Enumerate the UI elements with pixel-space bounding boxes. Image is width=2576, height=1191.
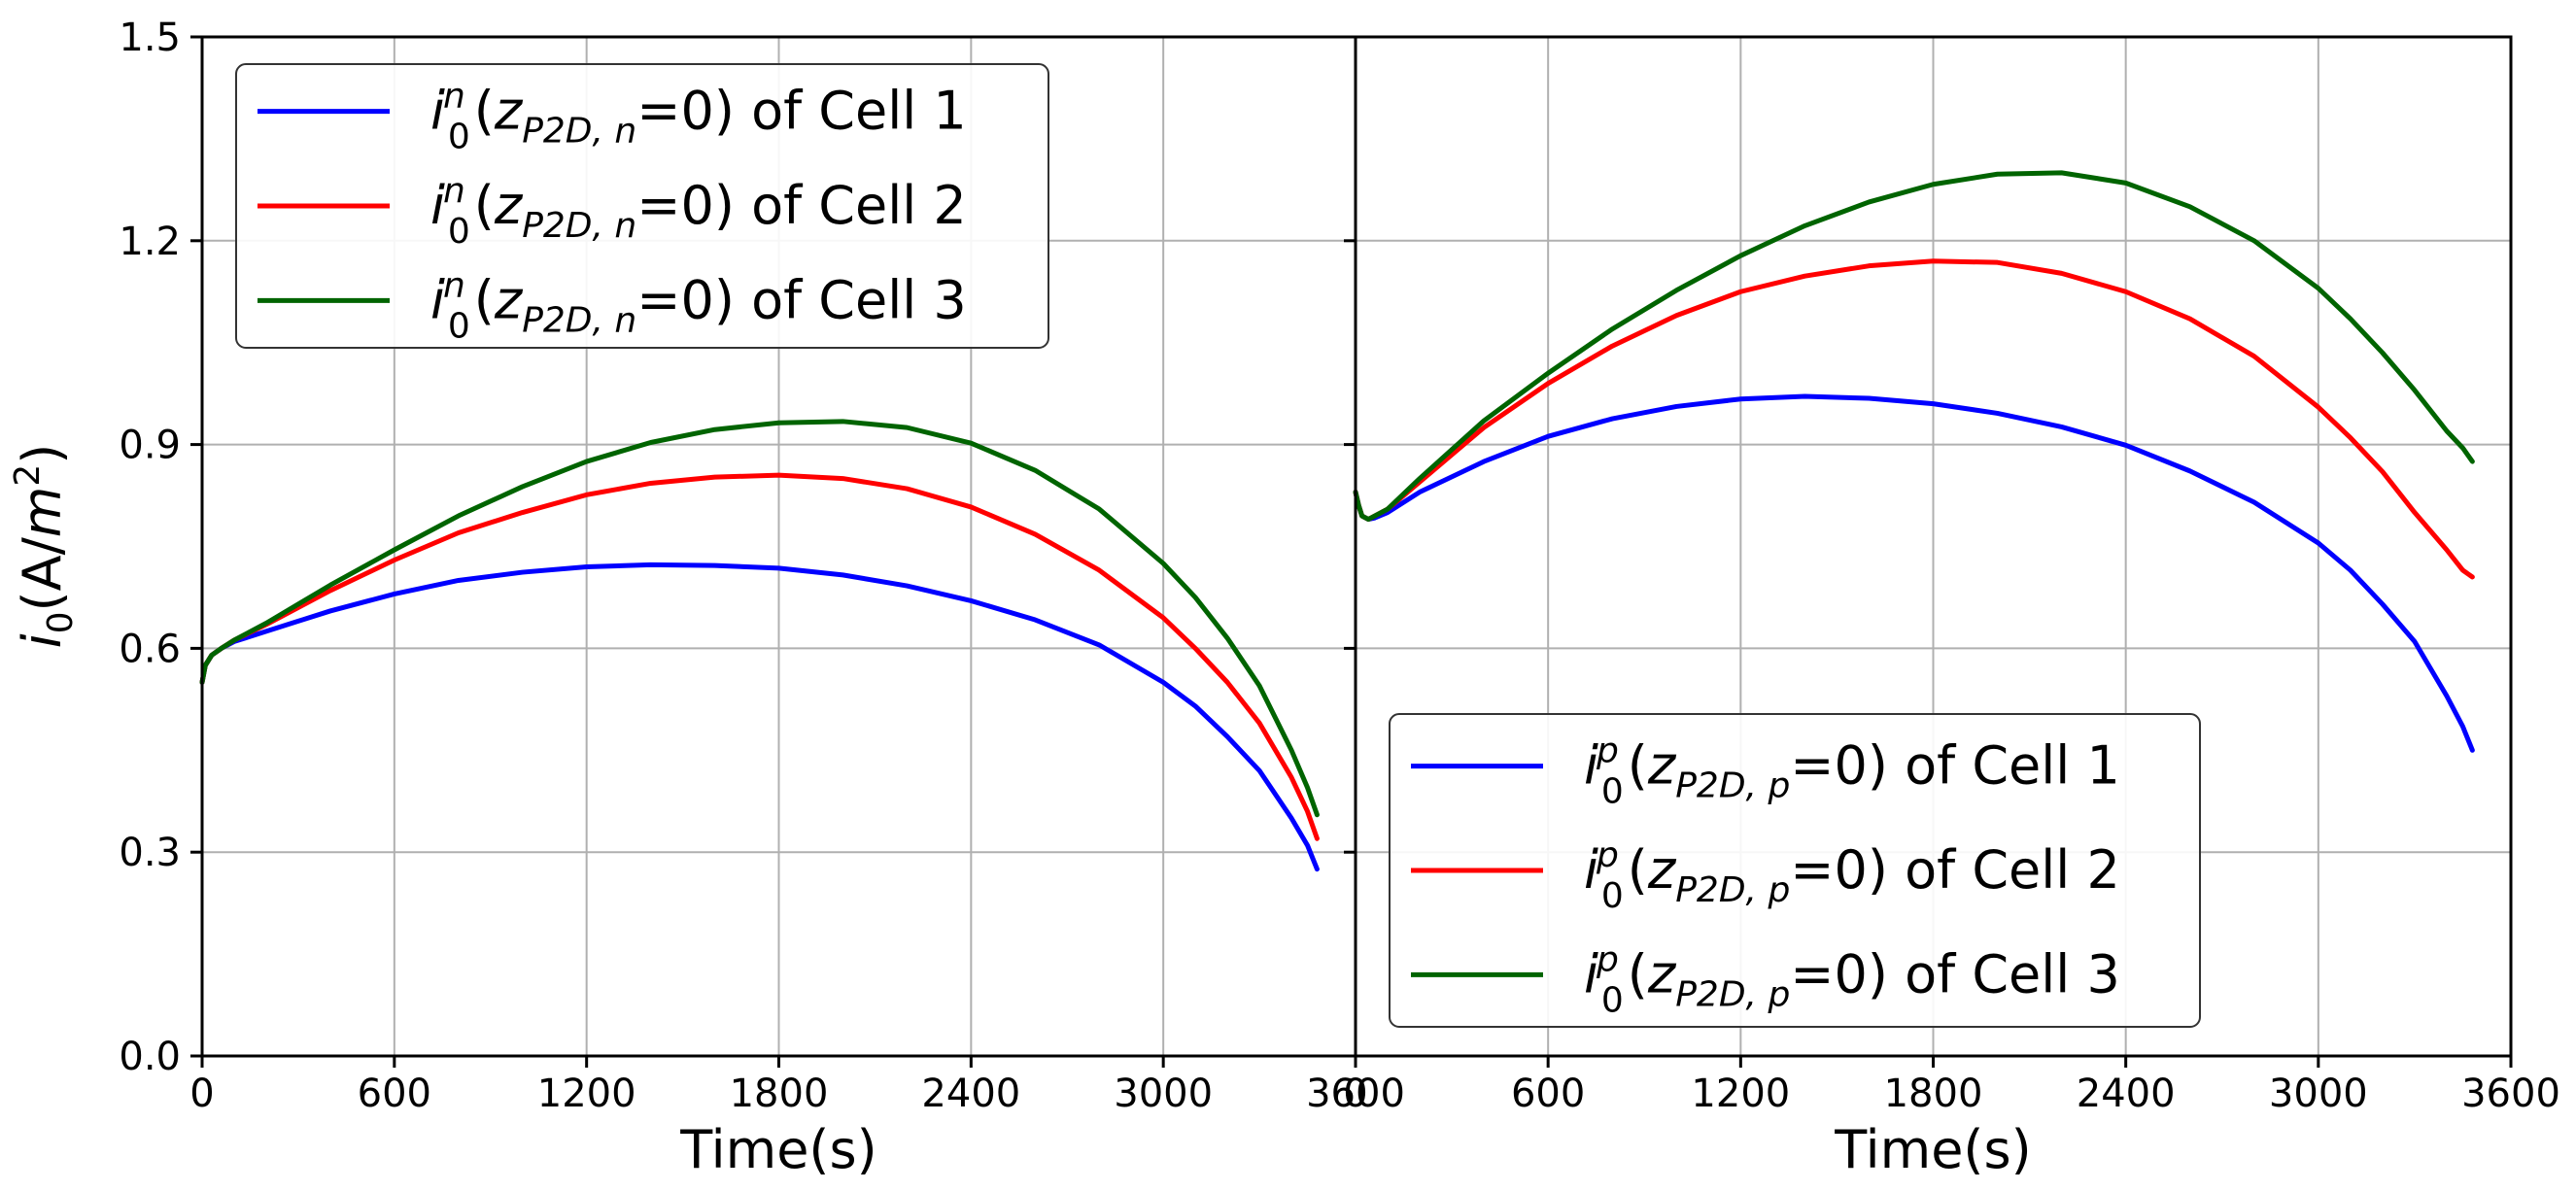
legend: in 0(zP2D, n=0) of Cell 1in 0(zP2D, n=0) o… xyxy=(236,64,1048,348)
y-tick-label: 1.5 xyxy=(119,16,181,60)
x-tick-label: 600 xyxy=(358,1072,431,1116)
figure: 0 600 1200 1800 2400 3000 3600 Time(s) 0.0 0.3 0.6… xyxy=(0,0,2576,1191)
x-tick-label: 1800 xyxy=(730,1072,829,1116)
x-tick-label: 0 xyxy=(1343,1072,1367,1116)
x-tick-label: 0 xyxy=(189,1072,214,1116)
legend: ip 0(zP2D, p=0) of Cell 1ip 0(zP2D, p=0) o… xyxy=(1390,714,2200,1027)
x-tick-label: 1200 xyxy=(1691,1072,1790,1116)
x-axis-label: Time(s) xyxy=(679,1119,876,1180)
y-tick-label: 0.0 xyxy=(119,1035,181,1079)
x-tick-label: 2400 xyxy=(921,1072,1020,1116)
x-tick-label: 600 xyxy=(1511,1072,1585,1116)
y-tick-label: 1.2 xyxy=(119,220,181,264)
x-axis-label: Time(s) xyxy=(1834,1119,2031,1180)
y-tick-label: 0.3 xyxy=(119,831,181,875)
x-tick-label: 3000 xyxy=(1114,1072,1213,1116)
y-tick-label: 0.9 xyxy=(119,424,181,468)
x-tick-label: 3000 xyxy=(2269,1072,2368,1116)
x-tick-label: 2400 xyxy=(2077,1072,2176,1116)
x-tick-label: 1800 xyxy=(1884,1072,1983,1116)
y-tick-label: 0.6 xyxy=(119,627,181,671)
x-tick-label: 1200 xyxy=(537,1072,636,1116)
x-tick-label: 3600 xyxy=(2461,1072,2560,1116)
